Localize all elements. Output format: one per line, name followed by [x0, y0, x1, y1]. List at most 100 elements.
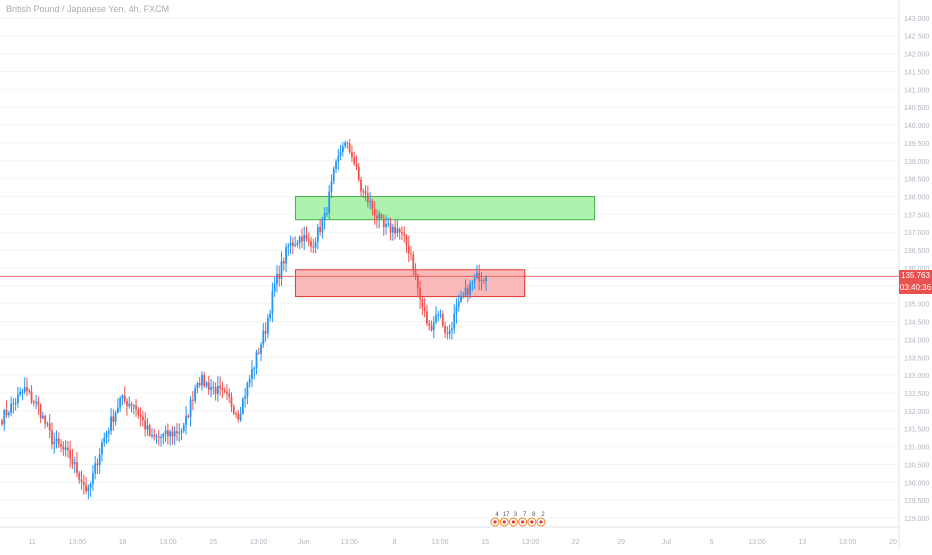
candle-body: [271, 291, 274, 314]
price-tick-label: 141.500: [904, 69, 929, 76]
candle-body: [435, 314, 437, 323]
candle-body: [232, 406, 235, 414]
candle-body: [344, 142, 347, 147]
candle-body: [185, 415, 187, 426]
time-axis[interactable]: 11 13:00 18 13:00 25 13:00 Jun 13:00 8 13:00 15 13:…: [0, 526, 899, 546]
candle-body: [437, 314, 440, 316]
candle-body: [205, 382, 208, 387]
candle-body: [394, 226, 397, 234]
candle-body: [137, 409, 140, 415]
price-tick-label: 140.000: [904, 123, 929, 130]
candle-body: [398, 228, 401, 233]
price-tick-label: 142.000: [904, 52, 929, 59]
time-tick-label: 15: [481, 539, 489, 546]
candle-body: [432, 322, 435, 331]
candle-body: [262, 330, 265, 345]
candle-body: [1, 420, 3, 425]
candle-body: [116, 407, 119, 413]
candle-body: [85, 485, 87, 492]
candle-body: [396, 228, 399, 234]
candle-body: [189, 399, 192, 417]
time-tick-label: 18: [119, 539, 127, 546]
candle-body: [476, 272, 478, 279]
candle-body: [39, 404, 42, 419]
candle-body: [385, 224, 387, 228]
candle-body: [282, 261, 285, 264]
candle-body: [373, 208, 376, 216]
candle-body: [426, 311, 428, 324]
candle-body: [319, 226, 322, 233]
candle-body: [212, 386, 215, 388]
candle-body: [96, 463, 99, 466]
candle-body: [260, 344, 262, 354]
zones: [294, 196, 596, 298]
time-tick-label: 29: [617, 539, 625, 546]
candle-body: [389, 223, 392, 233]
candle-body: [364, 191, 367, 194]
candle-body: [478, 272, 481, 281]
candle-body: [244, 396, 247, 399]
time-tick-label: 13:00: [748, 539, 766, 546]
candle-body: [466, 287, 469, 296]
candle-body: [410, 253, 412, 255]
candle-body: [139, 414, 142, 417]
time-tick-label: 22: [572, 539, 580, 546]
candle-body: [460, 297, 462, 302]
candle-body: [28, 390, 31, 392]
candle-body: [110, 416, 112, 431]
candle-body: [216, 385, 219, 394]
candle-body: [166, 430, 169, 437]
candle-body: [482, 280, 485, 282]
candle-body: [403, 233, 406, 236]
price-tick-label: 130.000: [904, 480, 929, 487]
candle-body: [391, 226, 394, 233]
time-tick-label: 13:00: [340, 539, 358, 546]
candle-body: [151, 434, 153, 436]
candle-body: [457, 301, 460, 307]
candle-body: [446, 332, 449, 334]
candle-body: [348, 143, 351, 153]
candle-body: [339, 151, 342, 156]
candle-body: [312, 246, 315, 248]
event-count-label: 8: [532, 512, 536, 518]
events-strip[interactable]: 4 17 3 7 8 2: [488, 510, 548, 528]
candle-body: [378, 214, 381, 219]
candle-body: [303, 235, 306, 242]
candle-body: [405, 235, 408, 246]
time-tick-label: 25: [209, 539, 217, 546]
candle-body: [287, 245, 290, 248]
event-dot-icon: [521, 520, 525, 524]
candle-body: [62, 446, 65, 450]
price-tick-label: 137.000: [904, 230, 929, 237]
time-tick-label: 13:00: [250, 539, 268, 546]
candle-body: [55, 438, 58, 442]
candle-body: [419, 288, 422, 300]
price-tick-label: 134.000: [904, 337, 929, 344]
candle-body: [310, 241, 312, 247]
price-tick-label: 140.500: [904, 105, 929, 112]
price-tick-label: 138.000: [904, 195, 929, 202]
candle-body: [353, 156, 356, 164]
candle-body: [44, 415, 47, 424]
candle-body: [362, 191, 365, 193]
candle-body: [171, 431, 174, 437]
price-tick-label: 129.000: [904, 516, 929, 523]
candle-body: [182, 425, 185, 431]
candle-body: [423, 307, 426, 312]
candle-body: [98, 454, 101, 466]
candle-body: [219, 385, 222, 389]
time-tick-label: 8: [393, 539, 397, 546]
price-tick-label: 139.500: [904, 141, 929, 148]
candle-body: [191, 399, 194, 401]
price-tick-label: 136.500: [904, 248, 929, 255]
candle-body: [469, 283, 471, 296]
time-tick-label: 13: [798, 539, 806, 546]
candle-body: [428, 323, 431, 326]
time-tick-label: 11: [28, 539, 35, 546]
candle-body: [221, 388, 224, 390]
candle-body: [280, 261, 283, 279]
candle-body: [37, 401, 40, 405]
event-dot-icon: [539, 520, 543, 524]
